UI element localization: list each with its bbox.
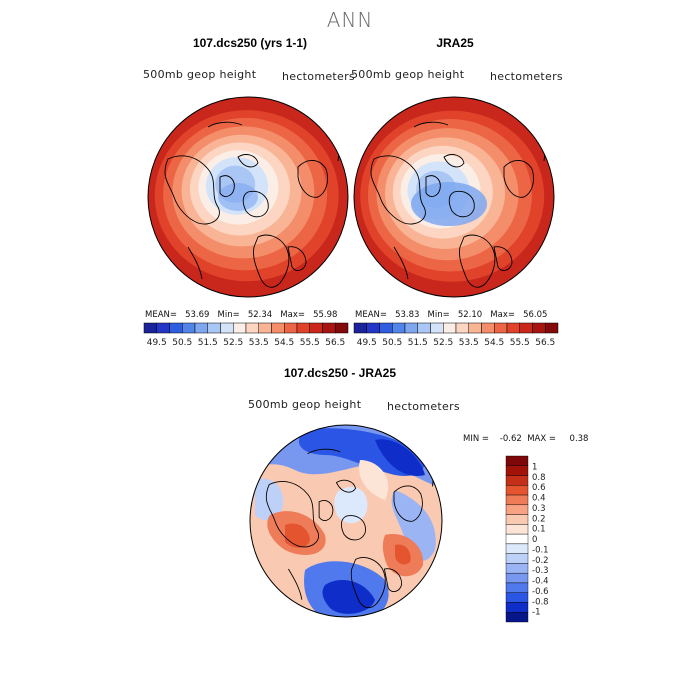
colorbar-swatch bbox=[233, 322, 247, 334]
colorbar-swatch bbox=[296, 322, 310, 334]
panel3-colorbar: 10.80.60.40.30.20.10-0.1-0.2-0.3-0.4-0.6… bbox=[505, 455, 549, 623]
colorbar-swatch bbox=[430, 322, 444, 334]
colorbar-swatch bbox=[505, 494, 529, 506]
colorbar-swatch bbox=[505, 465, 529, 476]
colorbar-swatch bbox=[506, 322, 520, 334]
colorbar-swatch bbox=[505, 572, 529, 584]
colorbar-tick-label: 50.5 bbox=[382, 338, 402, 348]
colorbar-swatch bbox=[505, 524, 529, 535]
colorbar-tick-label: 51.5 bbox=[198, 338, 218, 348]
colorbar-tick-label: -0.1 bbox=[532, 545, 549, 555]
panel3-units-label: hectometers bbox=[387, 400, 460, 413]
colorbar-tick-label: 53.5 bbox=[249, 338, 269, 348]
colorbar-swatch bbox=[494, 322, 508, 334]
colorbar-swatch bbox=[505, 592, 529, 603]
colorbar-tick-label: 56.5 bbox=[325, 338, 345, 348]
colorbar-swatch bbox=[505, 455, 529, 466]
colorbar-tick-label: -0.4 bbox=[532, 577, 549, 587]
colorbar-swatch bbox=[404, 322, 418, 334]
colorbar-tick-label: 0.3 bbox=[532, 504, 546, 514]
colorbar-tick-label: 52.5 bbox=[433, 338, 453, 348]
colorbar-tick-label: 50.5 bbox=[172, 338, 192, 348]
colorbar-swatch bbox=[392, 322, 406, 334]
colorbar-tick-label: 55.5 bbox=[510, 338, 530, 348]
colorbar-tick-label: 0 bbox=[532, 535, 537, 545]
colorbar-tick-label: 56.5 bbox=[535, 338, 555, 348]
colorbar-tick-label: 0.6 bbox=[532, 483, 546, 493]
colorbar-swatch bbox=[505, 485, 529, 496]
colorbar-swatch bbox=[182, 322, 196, 334]
colorbar-swatch bbox=[505, 612, 529, 623]
colorbar-swatch bbox=[468, 322, 482, 334]
panel2-var-label: 500mb geop height bbox=[351, 68, 465, 81]
colorbar-swatch bbox=[443, 322, 457, 334]
colorbar-swatch bbox=[505, 475, 529, 486]
colorbar-swatch bbox=[505, 533, 529, 545]
colorbar-swatch bbox=[505, 582, 529, 593]
panel2-stats: MEAN= 53.83 Min= 52.10 Max= 56.05 bbox=[355, 310, 548, 320]
colorbar-swatch bbox=[353, 322, 367, 334]
colorbar-tick-label: 49.5 bbox=[357, 338, 377, 348]
colorbar-swatch bbox=[545, 322, 559, 334]
colorbar-swatch bbox=[505, 563, 529, 574]
colorbar-swatch bbox=[271, 322, 285, 334]
colorbar-swatch bbox=[156, 322, 170, 334]
colorbar-swatch bbox=[169, 322, 183, 334]
colorbar-tick-label: -0.3 bbox=[532, 566, 549, 576]
colorbar-swatch bbox=[258, 322, 272, 334]
colorbar-swatch bbox=[417, 322, 431, 334]
colorbar-swatch bbox=[505, 553, 529, 564]
colorbar-swatch bbox=[505, 543, 529, 554]
colorbar-swatch bbox=[194, 322, 208, 334]
panel1-title: 107.dcs250 (yrs 1-1) bbox=[192, 36, 308, 50]
colorbar-swatch bbox=[335, 322, 349, 334]
colorbar-tick-label: 54.5 bbox=[274, 338, 294, 348]
colorbar-swatch bbox=[207, 322, 221, 334]
colorbar-tick-label: 52.5 bbox=[223, 338, 243, 348]
colorbar-swatch bbox=[220, 322, 234, 334]
colorbar-swatch bbox=[505, 504, 529, 515]
colorbar-swatch bbox=[366, 322, 380, 334]
panel1-var-label: 500mb geop height bbox=[143, 68, 257, 81]
colorbar-tick-label: 51.5 bbox=[408, 338, 428, 348]
panel2-title: JRA25 bbox=[436, 36, 474, 50]
colorbar-swatch bbox=[481, 322, 495, 334]
panel1-polar-map bbox=[147, 96, 349, 298]
panel2-colorbar: 49.5 50.5 51.5 52.5 53.5 54.5 55.5 56.5 bbox=[353, 322, 559, 348]
panel3-polar-map bbox=[249, 424, 443, 618]
colorbar-tick-label: -1 bbox=[532, 608, 540, 618]
colorbar-swatch bbox=[143, 322, 157, 334]
panel3-stats: MIN = -0.62 MAX = 0.38 bbox=[463, 434, 589, 444]
colorbar-tick-label: 49.5 bbox=[147, 338, 167, 348]
colorbar-tick-label: 0.4 bbox=[532, 494, 546, 504]
colorbar-swatch bbox=[455, 322, 469, 334]
colorbar-tick-label: 0.1 bbox=[532, 525, 546, 535]
panel3-title: 107.dcs250 - JRA25 bbox=[283, 366, 397, 380]
panel1-stats: MEAN= 53.69 Min= 52.34 Max= 55.98 bbox=[145, 310, 338, 320]
colorbar-tick-label: -0.8 bbox=[532, 597, 549, 607]
panel3-var-label: 500mb geop height bbox=[248, 398, 362, 411]
colorbar-swatch bbox=[505, 514, 529, 525]
panel1-colorbar: 49.5 50.5 51.5 52.5 53.5 54.5 55.5 56.5 bbox=[143, 322, 349, 348]
panel2-polar-map bbox=[353, 96, 555, 298]
colorbar-swatch bbox=[322, 322, 336, 334]
panel2-units-label: hectometers bbox=[490, 70, 563, 83]
panel1-units-label: hectometers bbox=[282, 70, 355, 83]
colorbar-swatch bbox=[309, 322, 323, 334]
colorbar-tick-label: 55.5 bbox=[300, 338, 320, 348]
colorbar-swatch bbox=[245, 322, 259, 334]
colorbar-tick-label: -0.6 bbox=[532, 587, 549, 597]
colorbar-tick-label: 53.5 bbox=[459, 338, 479, 348]
colorbar-swatch bbox=[284, 322, 298, 334]
colorbar-tick-label: -0.2 bbox=[532, 556, 549, 566]
main-title: ANN bbox=[326, 8, 374, 32]
colorbar-swatch bbox=[505, 602, 529, 613]
colorbar-swatch bbox=[379, 322, 393, 334]
colorbar-swatch bbox=[519, 322, 533, 334]
colorbar-tick-label: 0.8 bbox=[532, 473, 546, 483]
colorbar-tick-label: 1 bbox=[532, 462, 537, 472]
colorbar-tick-label: 0.2 bbox=[532, 514, 546, 524]
colorbar-tick-label: 54.5 bbox=[484, 338, 504, 348]
colorbar-swatch bbox=[532, 322, 546, 334]
